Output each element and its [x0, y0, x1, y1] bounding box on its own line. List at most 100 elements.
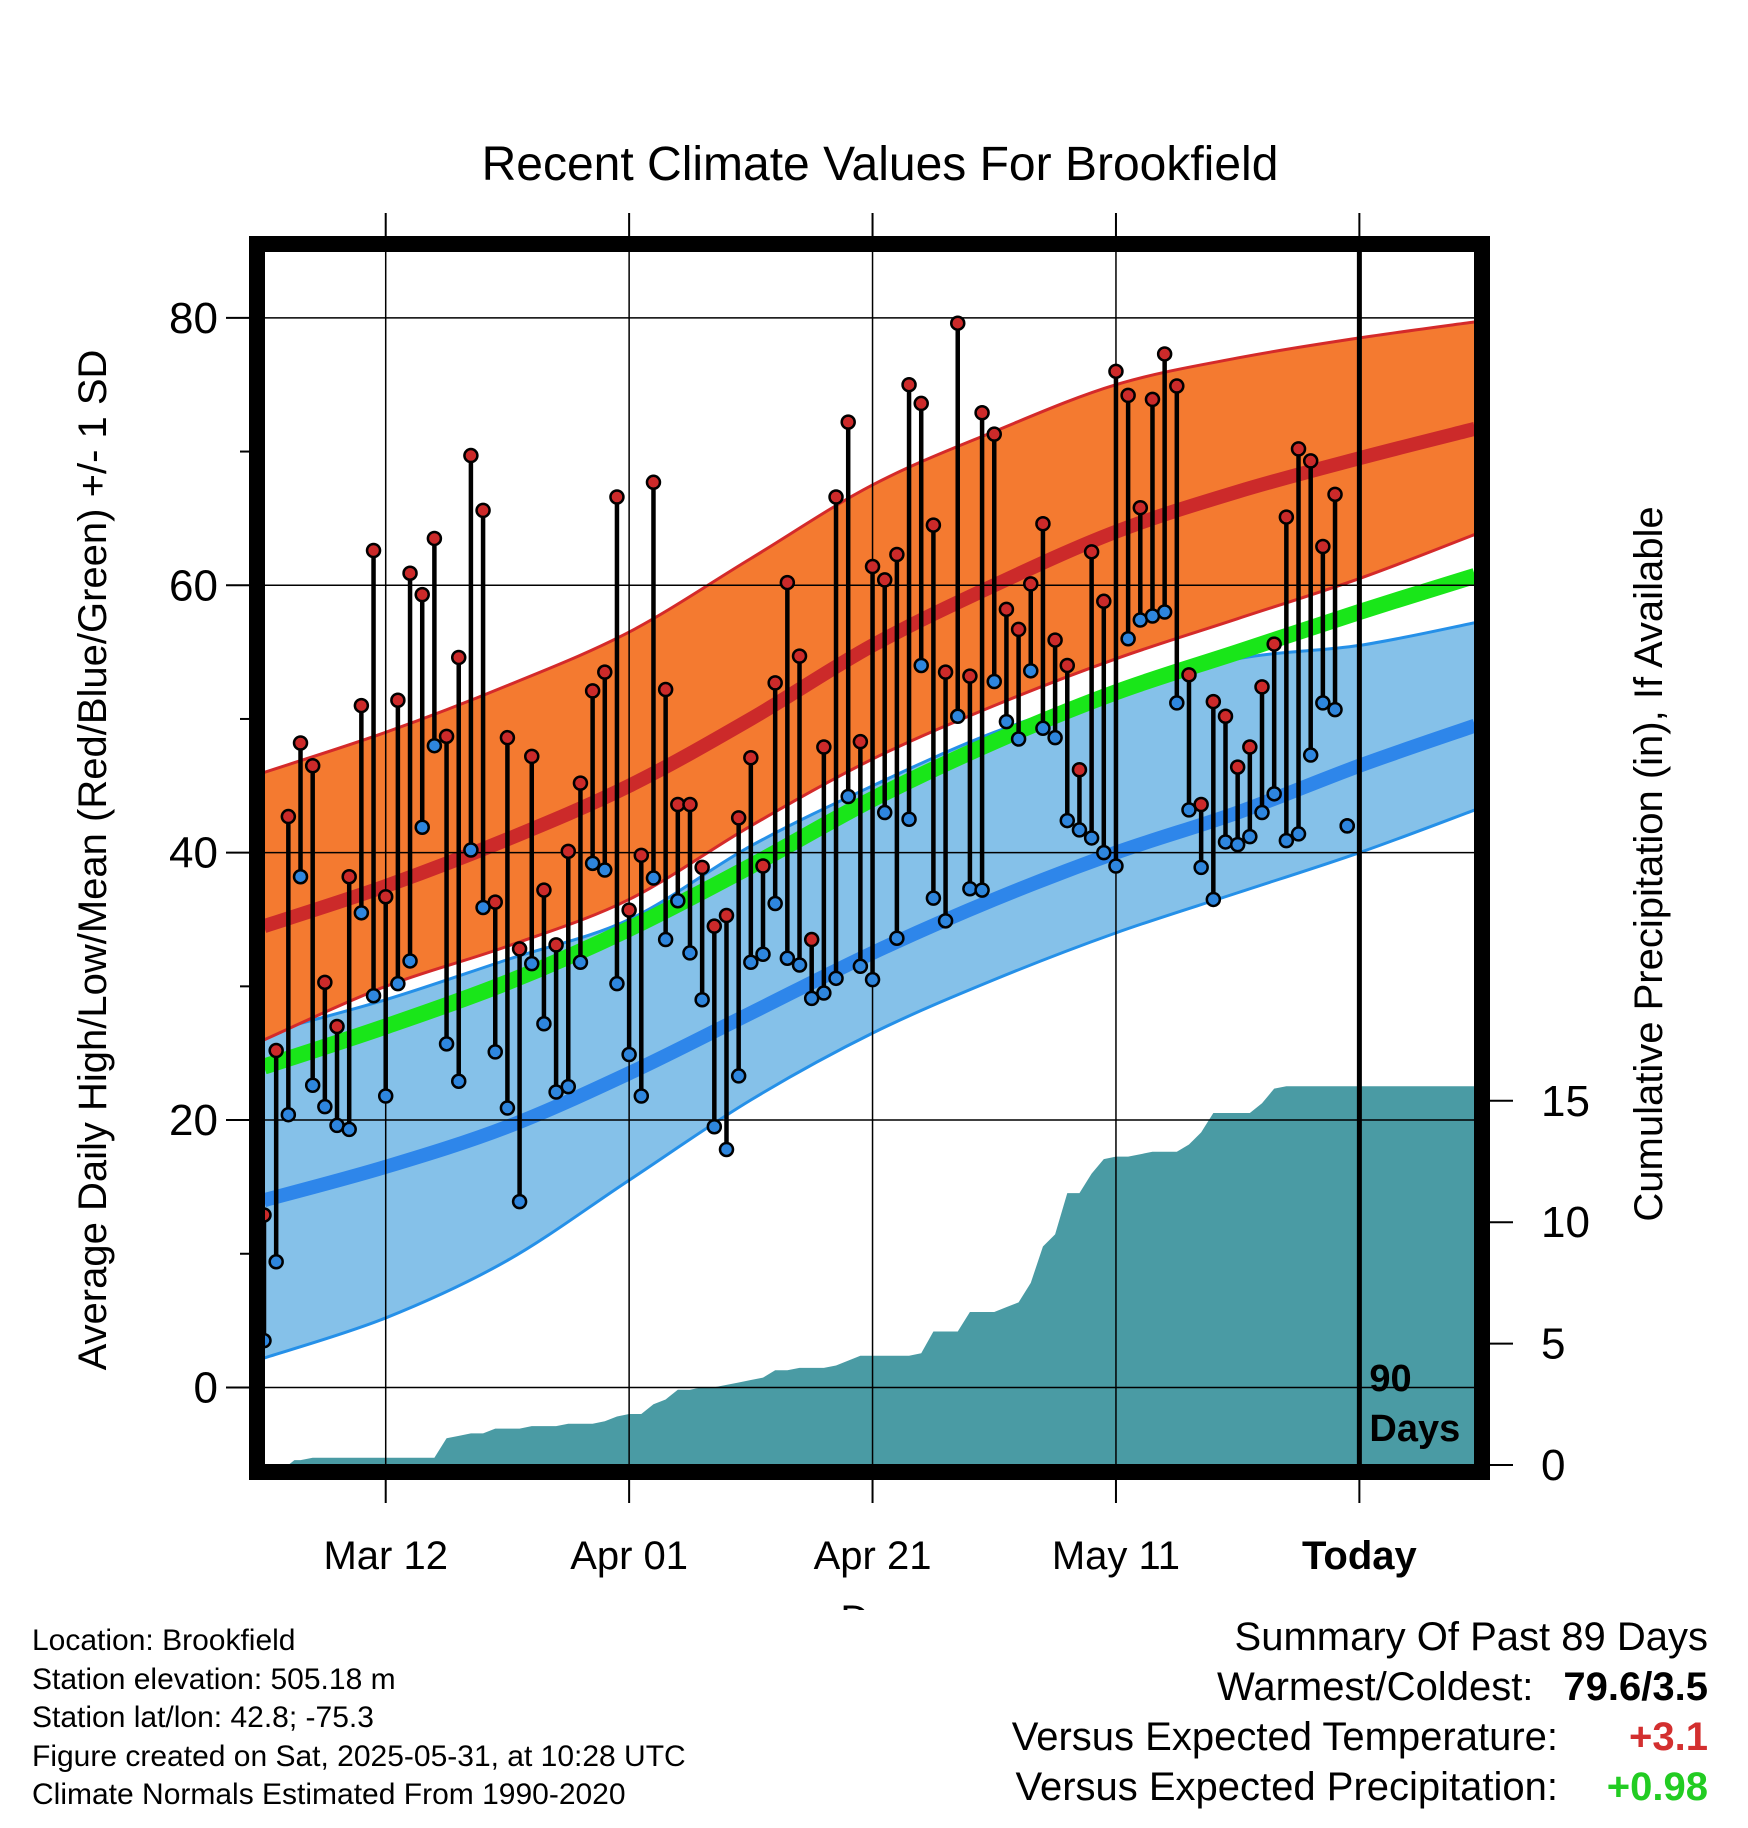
plot-frame — [249, 236, 1490, 1480]
daily-low-point — [670, 893, 686, 909]
x-tick-label: Apr 01 — [570, 1534, 688, 1578]
daily-low-point — [511, 1193, 528, 1210]
daily-low-point — [365, 987, 382, 1004]
daily-high-point — [1327, 486, 1343, 503]
daily-low-point — [949, 708, 966, 725]
daily-low-point — [1242, 828, 1258, 845]
daily-high-point — [1023, 576, 1039, 592]
daily-high-point — [694, 859, 710, 876]
daily-low-point — [779, 950, 796, 967]
daily-high-point — [524, 748, 540, 765]
right-axis-label: Cumulative Precipitation (in), If Availa… — [1627, 506, 1671, 1221]
daily-low-point — [998, 713, 1015, 730]
low-sd-band — [264, 622, 1475, 1359]
daily-low-point — [840, 788, 856, 805]
daily-high-point — [657, 681, 674, 698]
daily-high-point — [414, 586, 430, 603]
daily-low-point — [1059, 812, 1076, 829]
daily-low-point — [1205, 891, 1222, 908]
station-info: Location: Brookfield Station elevation: … — [32, 1622, 686, 1815]
daily-low-point — [597, 862, 613, 878]
daily-high-point — [438, 728, 455, 745]
daily-low-point — [1120, 630, 1136, 647]
daily-high-point — [450, 649, 467, 666]
daily-high-point — [402, 565, 418, 581]
daily-high-point — [755, 858, 771, 874]
daily-high-point — [791, 648, 808, 664]
warmest-coldest-label: Warmest/Coldest: — [1217, 1665, 1534, 1709]
temp-anomaly-label: Versus Expected Temperature: — [1011, 1715, 1558, 1759]
daily-high-point — [1144, 391, 1161, 408]
daily-low-point — [1108, 858, 1124, 874]
daily-high-point — [1278, 509, 1295, 525]
daily-low-point — [730, 1068, 747, 1084]
daily-high-point — [1132, 499, 1149, 516]
daily-low-point — [560, 1078, 577, 1095]
daily-low-point — [609, 975, 625, 992]
daily-low-point — [1035, 720, 1051, 737]
climate-chart: Recent Climate Values For Brookfield 90 D… — [71, 138, 1671, 1610]
daily-high-point — [487, 894, 503, 910]
daily-high-point — [937, 664, 954, 680]
daily-low-point — [1339, 818, 1355, 834]
daily-high-point — [803, 931, 820, 948]
daily-high-point — [706, 918, 723, 934]
daily-low-point — [264, 1332, 272, 1349]
daily-high-point — [986, 426, 1003, 442]
daily-high-point — [633, 847, 650, 864]
daily-high-point — [1047, 632, 1063, 648]
daily-low-point — [682, 945, 698, 961]
daily-high-point — [1169, 378, 1185, 394]
daily-high-point — [1071, 762, 1088, 778]
daily-low-point — [864, 971, 881, 988]
summary-panel: Summary Of Past 89 Days Warmest/Coldest:… — [1012, 1612, 1708, 1812]
daily-low-point — [621, 1046, 637, 1063]
daily-high-point — [1290, 441, 1307, 457]
daily-high-point — [390, 692, 406, 708]
daily-low-point — [913, 657, 929, 674]
daily-low-point — [353, 905, 370, 921]
right-tick-label: 5 — [1541, 1320, 1565, 1369]
daily-high-point — [264, 1207, 272, 1223]
daily-high-point — [1156, 346, 1173, 362]
daily-high-point — [828, 489, 844, 505]
daily-high-point — [548, 937, 564, 953]
daily-high-point — [852, 733, 869, 750]
daily-low-point — [816, 985, 832, 1001]
daily-low-point — [852, 958, 869, 975]
daily-low-point — [1156, 604, 1173, 620]
daily-low-point — [1217, 834, 1234, 850]
daily-high-point — [816, 739, 832, 755]
location-text: Location: Brookfield — [32, 1624, 296, 1657]
daily-high-point — [341, 868, 357, 885]
daily-low-point — [718, 1141, 735, 1158]
daily-low-point — [548, 1084, 564, 1100]
right-tick-label: 0 — [1541, 1441, 1565, 1490]
daily-high-point — [743, 749, 759, 766]
daily-low-point — [706, 1118, 723, 1135]
daily-low-point — [1266, 786, 1282, 802]
left-axis-label: Average Daily High/Low/Mean (Red/Blue/Gr… — [71, 350, 115, 1371]
daily-low-point — [292, 868, 309, 885]
daily-low-point — [390, 975, 406, 992]
chart-title: Recent Climate Values For Brookfield — [482, 138, 1279, 191]
elevation-text: Station elevation: 505.18 m — [32, 1662, 396, 1696]
daily-high-point — [584, 683, 601, 699]
daily-high-point — [645, 474, 662, 491]
daily-low-point — [268, 1254, 284, 1270]
daily-low-point — [377, 1088, 394, 1104]
daily-low-point — [499, 1100, 516, 1116]
daily-low-point — [341, 1121, 357, 1138]
daily-high-point — [304, 757, 321, 774]
daily-high-point — [864, 558, 881, 575]
daily-high-point — [974, 405, 990, 421]
daily-high-point — [889, 546, 905, 563]
daily-high-point — [536, 882, 552, 898]
daily-high-point — [1096, 593, 1112, 610]
daily-low-point — [889, 930, 905, 946]
x-tick-label: Apr 21 — [814, 1534, 932, 1578]
daily-low-point — [925, 890, 942, 906]
daily-high-point — [1266, 636, 1282, 652]
daily-low-point — [438, 1036, 455, 1052]
x-tick-label: Mar 12 — [323, 1534, 448, 1578]
